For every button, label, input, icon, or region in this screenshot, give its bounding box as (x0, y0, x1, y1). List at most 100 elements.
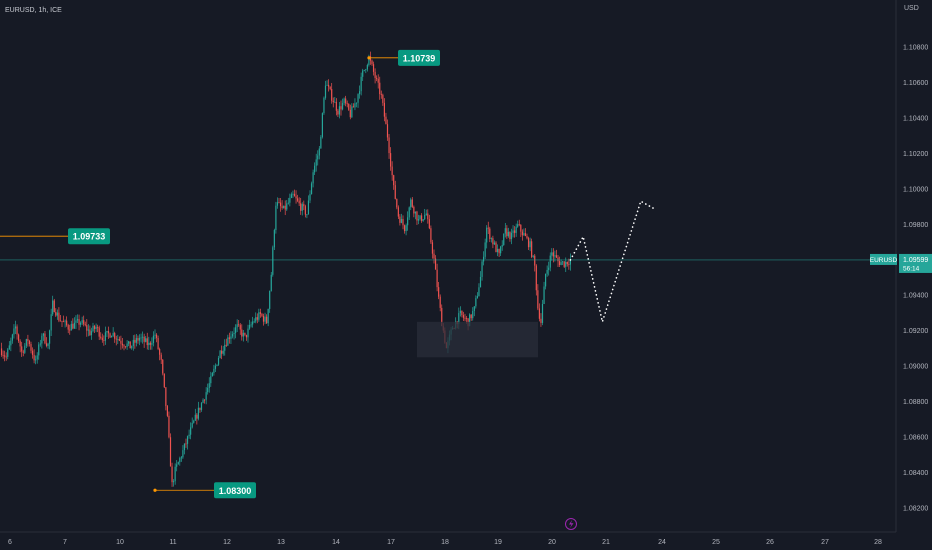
y-tick-label: 1.09800 (903, 222, 928, 229)
candle-body (98, 327, 100, 337)
candle-body (171, 466, 173, 483)
candle-body (334, 101, 336, 103)
candle-body (517, 224, 519, 227)
y-tick-label: 1.10200 (903, 151, 928, 158)
candle-body (186, 436, 189, 444)
candle-body (56, 312, 58, 316)
candle-body (106, 331, 108, 333)
candle-body (11, 334, 13, 341)
level-label-box (214, 482, 256, 499)
candle-body (58, 312, 60, 321)
candle-body (2, 355, 4, 356)
candle-body (540, 318, 542, 323)
candle-body (433, 253, 435, 259)
candle-body (183, 443, 186, 451)
candle-body (7, 349, 9, 357)
candle-body (279, 202, 282, 207)
candle-body (293, 193, 296, 197)
candle-body (30, 344, 32, 351)
price-axis[interactable]: 1.10800 1.10600 1.10400 1.10200 1.10000 1.098… (870, 45, 932, 513)
candle-body (377, 78, 379, 83)
candle-body (253, 321, 255, 323)
x-tick-label: 17 (387, 539, 395, 546)
candle-body (129, 341, 131, 349)
candle-body (419, 215, 421, 220)
candle-body (560, 262, 562, 266)
replay-icon[interactable] (565, 518, 577, 530)
candle-body (365, 69, 367, 71)
candle-body (111, 335, 113, 338)
candle-body (182, 450, 184, 458)
candle-body (267, 308, 269, 324)
candle-body (532, 255, 534, 257)
candle-body (335, 101, 337, 111)
candle-body (512, 230, 514, 233)
candle-body (104, 332, 106, 341)
candle-body (526, 236, 528, 239)
candle-body (345, 98, 347, 104)
candle-body (346, 103, 348, 105)
candle-body (95, 326, 97, 329)
candle-body (118, 339, 120, 341)
candle-body (200, 402, 203, 410)
candle-body (210, 376, 212, 384)
candle-body (214, 365, 217, 369)
candle-body (473, 306, 475, 311)
candle-body (262, 315, 265, 322)
candle-body (459, 310, 461, 314)
candle-body (49, 330, 51, 344)
candle-body (276, 202, 279, 206)
candle-body (121, 343, 124, 346)
candle-body (328, 84, 330, 87)
candle-body (266, 316, 268, 324)
candle-body (14, 326, 17, 329)
candle-body (222, 350, 224, 354)
candle-body (247, 328, 249, 338)
candle-body (543, 286, 545, 305)
candle-body (380, 94, 382, 95)
candle-body (211, 372, 213, 377)
candle-body (507, 231, 509, 237)
candle-body (124, 346, 127, 348)
candle-body (469, 314, 471, 327)
y-tick-label: 1.10600 (903, 80, 928, 87)
candle-body (142, 336, 144, 338)
candle-body (352, 106, 354, 108)
candle-body (241, 329, 243, 337)
candle-body (225, 344, 227, 346)
candle-body (281, 206, 283, 208)
candle-body (38, 344, 40, 356)
level-anchor (153, 488, 157, 492)
candle-body (31, 350, 34, 355)
candle-body (496, 248, 499, 253)
candle-body (376, 77, 378, 79)
candle-body (388, 137, 390, 154)
candle-body (493, 242, 496, 245)
candle-body (100, 336, 102, 338)
candle-body (126, 343, 128, 347)
time-axis[interactable]: 6 7 10 11 12 13 14 17 18 19 20 21 24 25 26 27 28 (8, 539, 882, 546)
candle-body (120, 340, 122, 344)
candle-body (383, 102, 385, 117)
candle-body (160, 354, 162, 360)
candle-body (343, 98, 345, 104)
candle-body (83, 320, 85, 325)
y-tick-label: 1.08800 (903, 399, 928, 406)
candle-body (309, 194, 311, 201)
candle-body (216, 364, 218, 366)
candle-body (80, 322, 82, 325)
candle-body (348, 103, 350, 110)
candle-body (273, 230, 275, 248)
candle-body (351, 106, 353, 118)
candle-body (66, 320, 68, 326)
candle-body (207, 387, 209, 393)
candle-body (391, 166, 393, 176)
candle-body (283, 205, 285, 208)
candle-body (465, 318, 468, 319)
candle-body (397, 207, 399, 217)
candle-body (438, 287, 440, 297)
candle-body (523, 233, 525, 236)
candle-body (500, 246, 502, 254)
